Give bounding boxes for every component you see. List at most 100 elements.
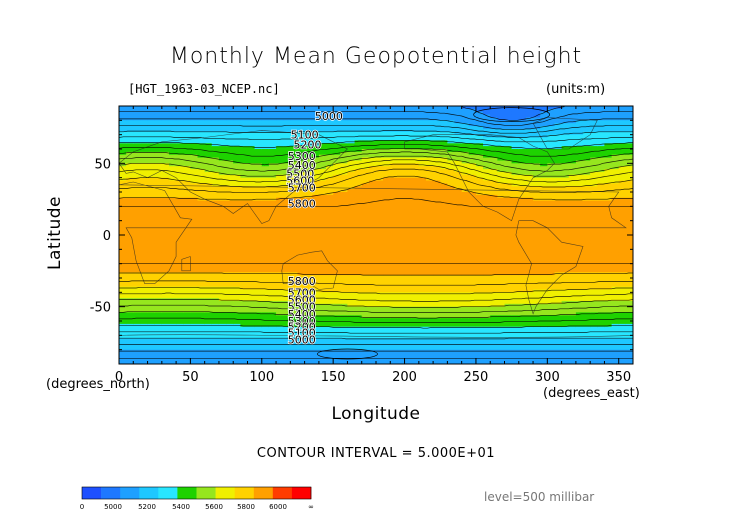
- height-cell: [411, 206, 420, 210]
- height-cell: [354, 260, 363, 265]
- height-cell: [475, 212, 484, 216]
- height-cell: [426, 149, 434, 153]
- height-cell: [126, 128, 134, 133]
- height-cell: [311, 120, 320, 124]
- height-cell: [254, 361, 263, 364]
- height-cell: [218, 180, 227, 184]
- height-cell: [411, 252, 420, 256]
- height-cell: [268, 246, 277, 250]
- height-cell: [133, 137, 141, 141]
- height-cell: [390, 255, 398, 259]
- height-cell: [126, 192, 134, 196]
- height-cell: [204, 275, 213, 279]
- height-cell: [211, 232, 220, 236]
- height-cell: [204, 232, 213, 236]
- height-cell: [147, 189, 156, 193]
- height-cell: [361, 292, 370, 296]
- height-cell: [240, 163, 249, 167]
- height-cell: [397, 312, 406, 316]
- height-cell: [126, 232, 134, 236]
- height-cell: [504, 183, 513, 187]
- height-cell: [475, 194, 484, 199]
- height-cell: [247, 189, 256, 193]
- height-cell: [247, 209, 256, 213]
- height-cell: [426, 203, 434, 207]
- height-cell: [347, 203, 356, 207]
- height-cell: [147, 252, 156, 256]
- height-cell: [347, 355, 356, 359]
- height-cell: [211, 106, 220, 110]
- height-cell: [397, 341, 406, 345]
- height-cell: [418, 194, 427, 199]
- height-cell: [433, 352, 441, 356]
- height-cell: [311, 275, 320, 279]
- height-cell: [354, 286, 363, 291]
- height-cell: [411, 186, 420, 190]
- height-cell: [240, 255, 249, 259]
- height-cell: [461, 137, 470, 141]
- height-cell: [233, 106, 241, 110]
- height-cell: [290, 217, 298, 222]
- height-cell: [240, 289, 249, 293]
- height-cell: [475, 114, 484, 119]
- height-cell: [268, 240, 277, 245]
- height-cell: [140, 154, 149, 159]
- height-cell: [440, 120, 448, 124]
- height-cell: [468, 203, 477, 207]
- height-cell: [333, 149, 341, 153]
- height-cell: [497, 157, 506, 162]
- height-cell: [418, 137, 427, 141]
- height-cell: [290, 143, 298, 147]
- height-cell: [297, 183, 306, 187]
- height-cell: [511, 128, 520, 133]
- height-cell: [147, 332, 156, 336]
- height-cell: [454, 303, 463, 308]
- height-cell: [368, 146, 377, 150]
- height-cell: [268, 131, 277, 136]
- height-cell: [361, 246, 370, 250]
- height-cell: [176, 300, 184, 305]
- height-cell: [218, 137, 227, 141]
- height-cell: [340, 352, 348, 356]
- height-cell: [376, 343, 384, 348]
- height-cell: [211, 214, 220, 219]
- height-cell: [404, 163, 413, 167]
- height-cell: [404, 358, 413, 362]
- height-cell: [197, 151, 206, 156]
- height-cell: [211, 177, 220, 182]
- height-cell: [247, 358, 256, 362]
- height-cell: [368, 257, 377, 262]
- height-cell: [383, 237, 391, 242]
- height-cell: [447, 298, 456, 302]
- height-cell: [440, 229, 448, 233]
- height-cell: [304, 232, 313, 236]
- height-cell: [197, 335, 206, 339]
- height-cell: [361, 338, 370, 342]
- height-cell: [461, 166, 470, 170]
- height-cell: [390, 106, 398, 110]
- height-cell: [311, 151, 320, 156]
- height-cell: [383, 177, 391, 182]
- height-cell: [440, 214, 448, 219]
- height-cell: [347, 361, 356, 364]
- height-cell: [461, 237, 470, 242]
- height-cell: [197, 114, 206, 119]
- height-cell: [240, 306, 249, 311]
- height-cell: [197, 321, 206, 325]
- height-cell: [211, 166, 220, 170]
- height-cell: [511, 160, 520, 164]
- height-cell: [254, 312, 263, 316]
- height-cell: [376, 275, 384, 279]
- height-cell: [226, 312, 234, 316]
- height-cell: [240, 169, 249, 173]
- height-cell: [147, 220, 156, 225]
- height-cell: [197, 220, 206, 225]
- height-cell: [233, 194, 241, 199]
- height-cell: [176, 280, 184, 285]
- height-cell: [119, 235, 127, 239]
- height-cell: [247, 128, 256, 133]
- height-cell: [354, 346, 363, 351]
- height-cell: [433, 117, 441, 121]
- height-cell: [261, 252, 270, 256]
- height-cell: [119, 326, 127, 331]
